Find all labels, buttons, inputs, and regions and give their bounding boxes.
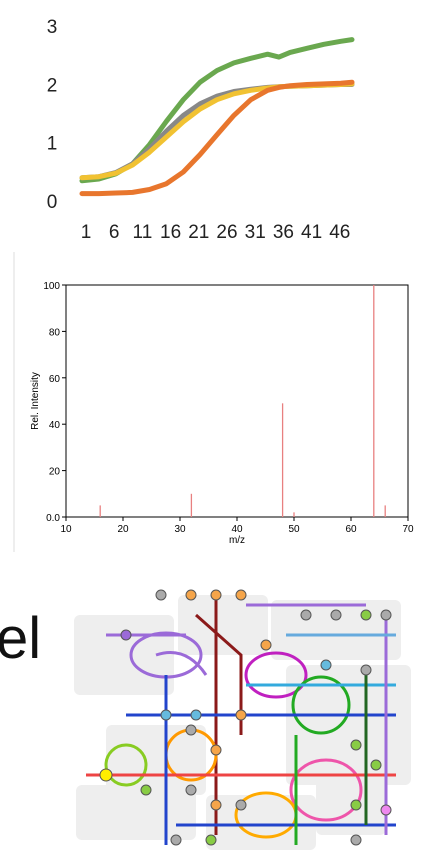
x-tick-label: 60 [345,524,357,535]
plot-frame [65,284,409,518]
metabolic-network-diagram [66,575,421,854]
x-tick-label: 1 [81,222,92,243]
x-tick-label: 36 [273,222,294,243]
x-tick-label: 50 [288,524,300,535]
mass-spectrum-chart: 0.0 20 40 60 80 100 10 20 30 40 50 60 70 m/z Rel. Inte… [13,252,414,552]
y-axis-label: Rel. Intensity [30,372,41,430]
x-tick-label: 40 [231,524,243,535]
x-tick-label: 10 [60,524,72,535]
y-tick-label: 60 [49,374,61,385]
x-axis-label: m/z [229,535,245,546]
series-line-2 [79,81,355,181]
x-tick-label: 16 [160,222,181,243]
x-tick-label: 41 [301,222,322,243]
x-tick-label: 26 [216,222,237,243]
x-tick-label: 11 [133,222,153,243]
y-tick-label: 100 [43,281,60,292]
x-tick-label: 70 [402,524,414,535]
x-tick-label: 6 [109,222,120,243]
x-tick-label: 46 [329,222,350,243]
partial-heading-text: el [0,606,42,671]
series-line-0 [79,37,355,184]
x-tick-label: 30 [174,524,186,535]
x-tick-label: 20 [117,524,129,535]
y-tick-label: 1 [47,134,58,155]
x-tick-label: 31 [245,222,266,243]
series-line-3 [79,79,355,197]
y-tick-label: 0 [47,192,58,213]
y-tick-label: 80 [49,327,61,338]
y-tick-label: 2 [47,75,58,96]
y-tick-label: 0.0 [46,513,60,524]
y-tick-label: 40 [49,420,61,431]
y-tick-label: 3 [47,17,58,38]
x-tick-label: 21 [188,222,209,243]
y-tick-label: 20 [49,467,61,478]
